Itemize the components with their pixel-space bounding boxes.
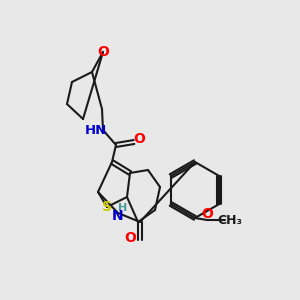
Text: O: O [201, 207, 213, 221]
Text: N: N [112, 209, 124, 223]
Text: O: O [97, 45, 109, 59]
Text: O: O [124, 231, 136, 245]
Text: O: O [133, 132, 145, 146]
Text: H: H [118, 203, 127, 213]
Text: HN: HN [85, 124, 107, 136]
Text: CH₃: CH₃ [218, 214, 242, 226]
Text: S: S [102, 200, 112, 214]
